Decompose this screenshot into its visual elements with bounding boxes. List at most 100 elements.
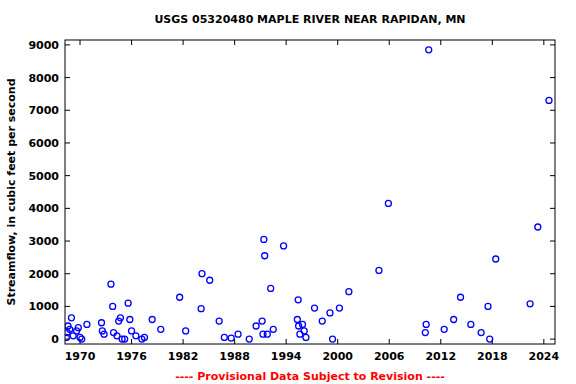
x-tick-label: 1970 xyxy=(65,350,96,363)
point xyxy=(207,277,213,283)
x-tick-label: 2006 xyxy=(374,350,405,363)
point xyxy=(294,316,300,322)
y-tick-label: 5000 xyxy=(28,170,59,183)
point xyxy=(216,318,222,324)
x-tick-label: 1982 xyxy=(168,350,199,363)
y-tick xyxy=(550,241,555,242)
point xyxy=(487,336,493,342)
x-tick xyxy=(183,339,184,344)
point xyxy=(468,321,474,327)
points xyxy=(65,47,552,342)
point xyxy=(261,236,267,242)
point xyxy=(149,316,155,322)
point xyxy=(235,331,241,337)
point xyxy=(423,321,429,327)
point xyxy=(336,305,342,311)
x-tick-label: 1988 xyxy=(219,350,250,363)
y-tick-label: 3000 xyxy=(28,235,59,248)
point xyxy=(68,315,74,321)
point xyxy=(133,333,139,339)
y-tick-label: 0 xyxy=(51,333,59,346)
point xyxy=(177,294,183,300)
y-tick xyxy=(65,77,70,78)
point xyxy=(264,331,270,337)
point xyxy=(127,316,133,322)
y-tick-label: 7000 xyxy=(28,104,59,117)
x-tick xyxy=(337,40,338,45)
y-tick-label: 6000 xyxy=(28,137,59,150)
point xyxy=(458,294,464,300)
y-tick xyxy=(65,306,70,307)
point xyxy=(281,243,287,249)
title: USGS 05320480 MAPLE RIVER NEAR RAPIDAN, … xyxy=(154,13,465,26)
point xyxy=(84,321,90,327)
x-tick xyxy=(389,339,390,344)
point xyxy=(108,281,114,287)
y-tick-label: 1000 xyxy=(28,300,59,313)
x-tick-label: 1976 xyxy=(116,350,147,363)
point xyxy=(79,336,85,342)
y-tick xyxy=(550,77,555,78)
chart: USGS 05320480 MAPLE RIVER NEAR RAPIDAN, … xyxy=(0,0,576,384)
point xyxy=(327,310,333,316)
point xyxy=(110,303,116,309)
x-tick-label: 2000 xyxy=(322,350,353,363)
annotation: ---- Provisional Data Subject to Revisio… xyxy=(175,370,445,383)
x-tick-label: 2012 xyxy=(425,350,456,363)
point xyxy=(478,330,484,336)
point xyxy=(303,334,309,340)
y-tick xyxy=(65,110,70,111)
point xyxy=(270,326,276,332)
y-tick xyxy=(550,175,555,176)
point xyxy=(99,320,105,326)
x-tick xyxy=(440,40,441,45)
x-tick xyxy=(80,40,81,45)
point xyxy=(158,326,164,332)
x-tick-label: 1994 xyxy=(271,350,302,363)
point xyxy=(262,253,268,259)
point xyxy=(75,325,81,331)
y-tick-label: 4000 xyxy=(28,202,59,215)
x-tick xyxy=(543,339,544,344)
point xyxy=(546,97,552,103)
plot-frame xyxy=(65,40,555,344)
y-tick xyxy=(65,208,70,209)
point xyxy=(527,301,533,307)
y-label: Streamflow, in cubic feet per second xyxy=(5,78,18,305)
x-tick xyxy=(492,40,493,45)
y-tick xyxy=(65,44,70,45)
y-tick xyxy=(65,142,70,143)
point xyxy=(299,321,305,327)
y-tick xyxy=(550,273,555,274)
x-tick xyxy=(440,339,441,344)
point xyxy=(117,315,123,321)
point xyxy=(319,318,325,324)
x-tick xyxy=(286,40,287,45)
point xyxy=(246,336,252,342)
y-tick xyxy=(550,306,555,307)
y-tick-label: 9000 xyxy=(28,39,59,52)
y-tick xyxy=(550,110,555,111)
point xyxy=(346,289,352,295)
point xyxy=(426,47,432,53)
point xyxy=(141,334,147,340)
y-tick xyxy=(550,208,555,209)
y-tick xyxy=(550,142,555,143)
x-tick-label: 2018 xyxy=(477,350,508,363)
point xyxy=(485,303,491,309)
x-tick xyxy=(131,40,132,45)
x-tick xyxy=(543,40,544,45)
y-tick-label: 8000 xyxy=(28,72,59,85)
y-tick xyxy=(550,44,555,45)
point xyxy=(451,316,457,322)
point xyxy=(422,330,428,336)
y-tick xyxy=(550,339,555,340)
x-tick xyxy=(131,339,132,344)
point xyxy=(493,256,499,262)
point xyxy=(259,318,265,324)
x-tick xyxy=(389,40,390,45)
point xyxy=(441,326,447,332)
point xyxy=(199,271,205,277)
y-tick-label: 2000 xyxy=(28,268,59,281)
x-tick-label: 2024 xyxy=(529,350,560,363)
